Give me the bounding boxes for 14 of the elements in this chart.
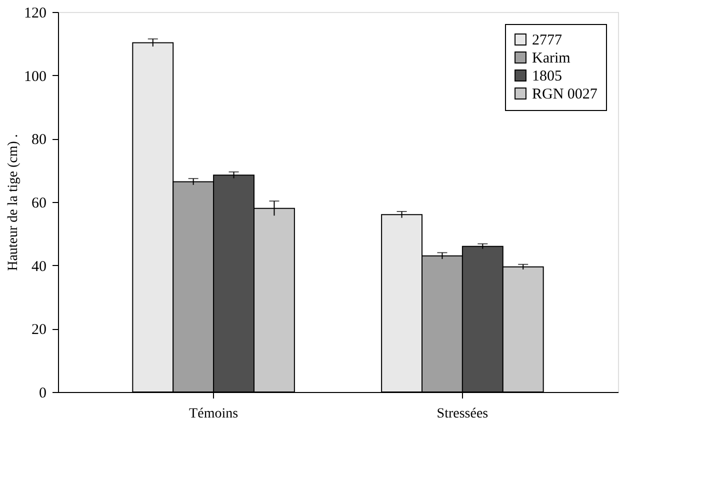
y-tick-label: 0 xyxy=(39,386,46,402)
y-tick-label: 60 xyxy=(32,196,46,212)
y-tick-label: 120 xyxy=(24,6,46,22)
y-tick-label: 100 xyxy=(24,68,46,85)
y-axis-title: Hauteur de la tige (cm) . xyxy=(6,134,21,271)
y-tick-label: 40 xyxy=(32,258,46,275)
legend-label: 1805 xyxy=(532,68,562,84)
legend-label: RGN 0027 xyxy=(532,86,598,102)
legend-label: 2777 xyxy=(532,32,562,48)
legend-label: Karim xyxy=(532,50,571,66)
x-tick-label: Stressées xyxy=(436,406,488,422)
y-tick-label: 20 xyxy=(32,322,46,338)
y-tick-label: 80 xyxy=(32,132,46,148)
x-tick-label: Témoins xyxy=(189,406,238,422)
